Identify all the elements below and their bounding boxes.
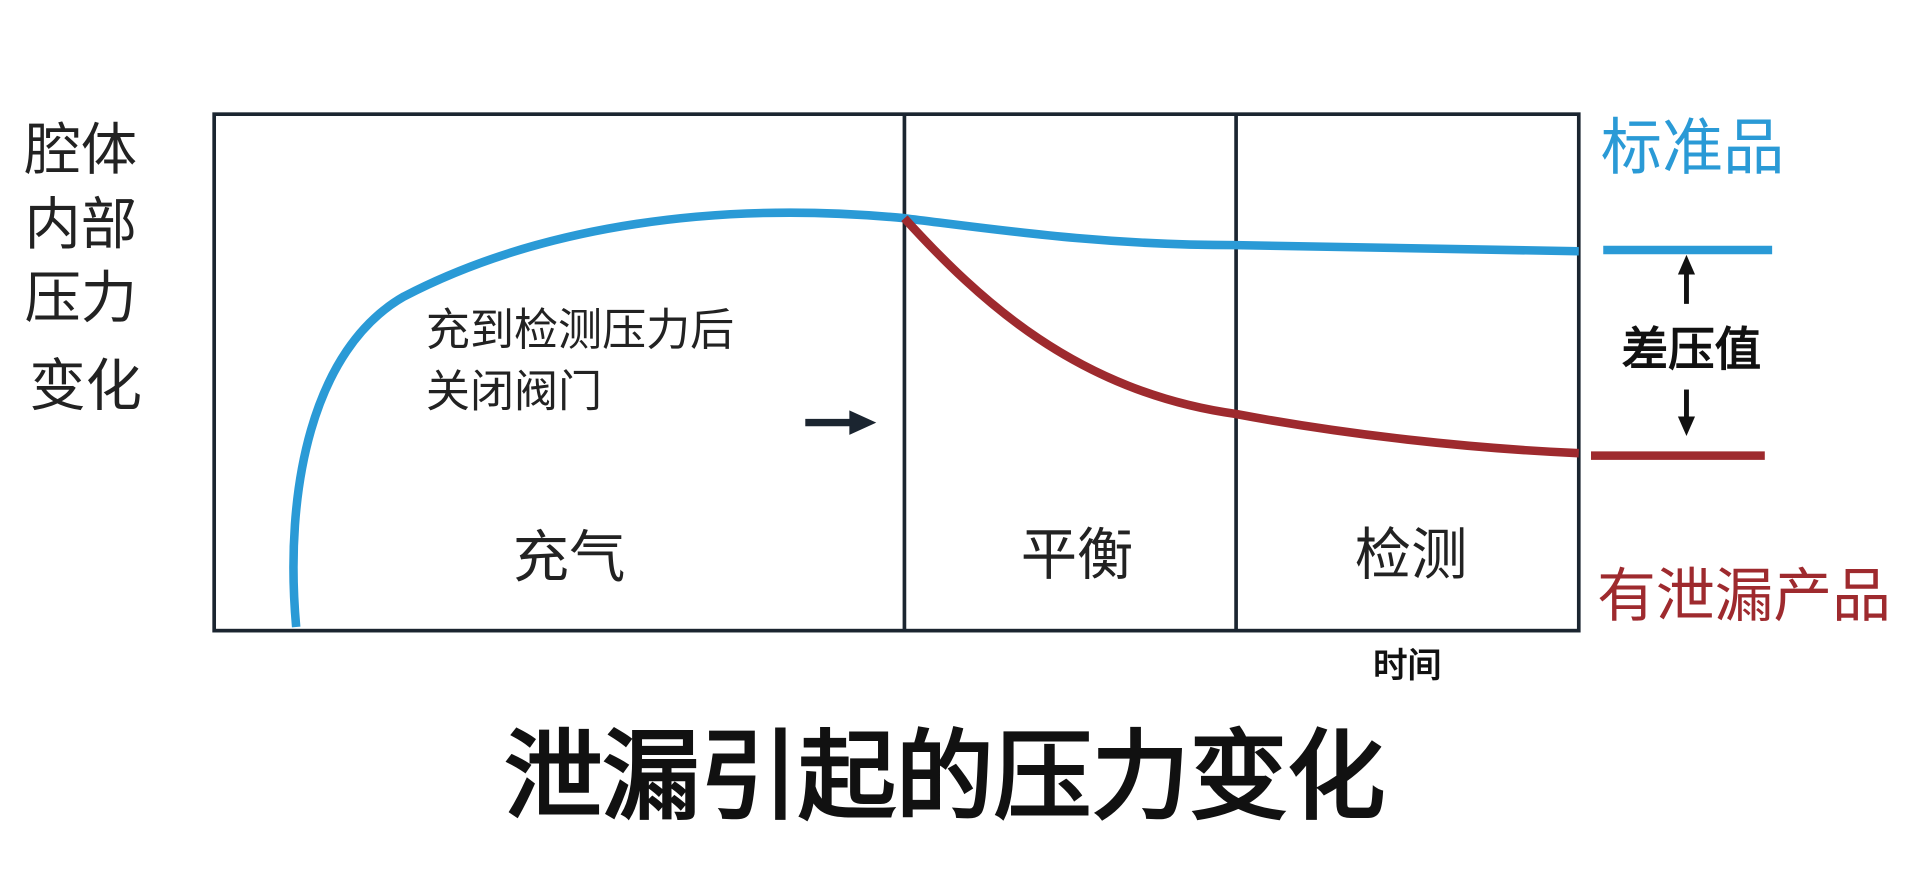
y-axis-label: 腔体 <box>24 118 137 183</box>
arrow-head <box>849 410 877 435</box>
leak-curve <box>901 215 1579 458</box>
y-axis-label: 变化 <box>29 354 142 419</box>
y-axis-label: 压力 <box>24 266 137 331</box>
title: 泄漏引起的压力变化 <box>504 720 1385 834</box>
phase-label: 检测 <box>1355 523 1468 588</box>
y-axis-label: 内部 <box>24 193 137 258</box>
standard-curve <box>289 208 1579 628</box>
x-axis-label: 时间 <box>1373 646 1442 686</box>
difference-label: 差压值 <box>1622 322 1762 376</box>
leak-legend: 有泄漏产品 <box>1597 561 1891 630</box>
phase-label: 平衡 <box>1021 523 1134 588</box>
chart-frame <box>212 112 1581 633</box>
phase-label: 充气 <box>513 526 626 591</box>
standard-legend: 标准品 <box>1601 113 1785 184</box>
arrow-head <box>1677 254 1696 275</box>
annotation: 充到检测压力后 <box>426 305 734 356</box>
annotation: 关闭阀门 <box>426 366 602 417</box>
arrow-head <box>1677 416 1696 437</box>
